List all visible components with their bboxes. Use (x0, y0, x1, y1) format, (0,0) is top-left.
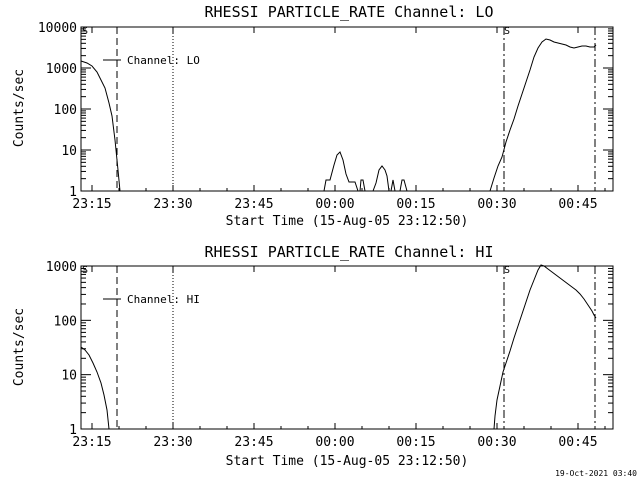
series-line-lo (80, 38, 597, 192)
panel-hi: RHESSI PARTICLE_RATE Channel: HI 23:15 23… (12, 243, 614, 469)
vlines-lo (116, 27, 596, 191)
x-tick-label: 00:15 (396, 435, 435, 450)
y-tick-label: 1 (69, 423, 77, 438)
legend-label-hi: Channel: HI (127, 293, 200, 306)
x-tick-label: 00:45 (558, 435, 597, 450)
x-tick-label: 00:00 (315, 197, 354, 212)
chart-title-hi: RHESSI PARTICLE_RATE Channel: HI (205, 243, 494, 261)
x-tick-label: 23:15 (72, 435, 111, 450)
axes-hi: 23:15 23:30 23:45 00:00 00:15 00:30 00:45 1 10 10… (46, 260, 613, 450)
y-tick-label: 1000 (46, 260, 77, 275)
y-tick-label: 100 (54, 103, 77, 118)
x-tick-label: 23:15 (72, 197, 111, 212)
series-line-hi (80, 264, 597, 430)
x-tick-label: 23:30 (153, 435, 192, 450)
x-axis-label-hi: Start Time (15-Aug-05 23:12:50) (226, 454, 469, 469)
x-tick-label: 23:45 (234, 197, 273, 212)
legend-lo: Channel: LO (103, 54, 200, 67)
y-axis-label-lo: Counts/sec (12, 69, 27, 147)
x-tick-label: 23:45 (234, 435, 273, 450)
y-tick-label: 1000 (46, 62, 77, 77)
x-tick-label: 00:30 (477, 435, 516, 450)
plot-frame-hi (80, 265, 614, 430)
start-marker-hi: S (82, 265, 88, 276)
x-axis-label-lo: Start Time (15-Aug-05 23:12:50) (226, 214, 469, 229)
vlines-hi (116, 266, 596, 429)
end-marker-hi: S (504, 265, 510, 276)
chart-title-lo: RHESSI PARTICLE_RATE Channel: LO (205, 3, 494, 21)
y-tick-label: 10 (61, 144, 77, 159)
start-marker-lo: S (82, 26, 88, 37)
panel-lo: RHESSI PARTICLE_RATE Channel: LO 23:15 23… (12, 3, 614, 229)
x-tick-label: 00:00 (315, 435, 354, 450)
legend-hi: Channel: HI (103, 293, 200, 306)
end-marker-lo: S (504, 26, 510, 37)
y-tick-label: 1 (69, 185, 77, 200)
footer-timestamp: 19-Oct-2021 03:40 (555, 469, 637, 478)
y-axis-label-hi: Counts/sec (12, 308, 27, 386)
x-tick-label: 00:45 (558, 197, 597, 212)
x-tick-label: 23:30 (153, 197, 192, 212)
plot-frame-lo (80, 26, 614, 192)
axes-lo: 23:15 23:30 23:45 00:00 00:15 00:30 00:45 1 10 10… (38, 21, 613, 212)
y-tick-label: 10000 (38, 21, 77, 36)
legend-label-lo: Channel: LO (127, 54, 200, 67)
x-tick-label: 00:30 (477, 197, 516, 212)
x-tick-label: 00:15 (396, 197, 435, 212)
y-tick-label: 10 (61, 369, 77, 384)
y-tick-label: 100 (54, 314, 77, 329)
